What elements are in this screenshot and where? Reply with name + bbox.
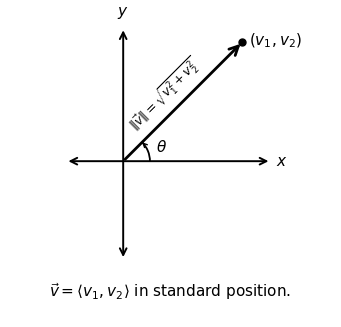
Text: $\theta$: $\theta$ (156, 140, 167, 156)
Text: $y$: $y$ (117, 5, 129, 21)
Text: $x$: $x$ (277, 154, 288, 169)
Text: $\vec{v} = \langle v_1, v_2 \rangle$ in standard position.: $\vec{v} = \langle v_1, v_2 \rangle$ in … (49, 281, 292, 301)
Text: $(v_1, v_2)$: $(v_1, v_2)$ (249, 32, 301, 50)
Text: $\|\vec{v}\| = \sqrt{v_1^2 + v_2^2}$: $\|\vec{v}\| = \sqrt{v_1^2 + v_2^2}$ (124, 55, 205, 135)
